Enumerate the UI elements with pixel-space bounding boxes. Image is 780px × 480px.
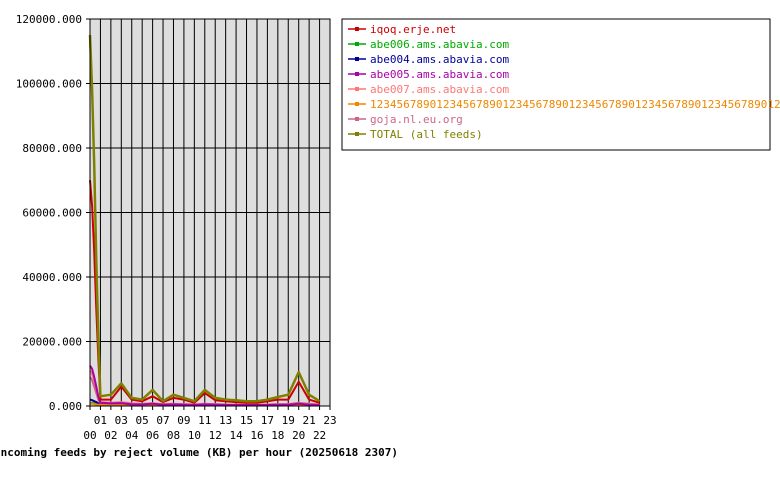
legend-marker bbox=[355, 102, 359, 106]
x-tick-label: 20 bbox=[292, 429, 305, 442]
x-tick-label: 18 bbox=[271, 429, 284, 442]
x-tick-label: 05 bbox=[136, 414, 149, 427]
y-tick-label: 100000.000 bbox=[16, 78, 82, 91]
legend-marker bbox=[355, 117, 359, 121]
x-tick-label: 01 bbox=[94, 414, 107, 427]
x-tick-label: 19 bbox=[282, 414, 295, 427]
legend-label: abe004.ams.abavia.com bbox=[370, 53, 509, 66]
x-tick-label: 13 bbox=[219, 414, 232, 427]
x-tick-label: 10 bbox=[188, 429, 201, 442]
x-tick-label: 23 bbox=[323, 414, 336, 427]
x-tick-label: 17 bbox=[261, 414, 274, 427]
legend-label: TOTAL (all feeds) bbox=[370, 128, 483, 141]
y-tick-label: 80000.000 bbox=[22, 142, 82, 155]
legend-label: abe007.ams.abavia.com bbox=[370, 83, 509, 96]
series-line-4 bbox=[89, 365, 320, 406]
axes: 0.000 20000.000 40000.000 60000.000 80000.00… bbox=[16, 13, 337, 442]
series-layer bbox=[88, 35, 321, 407]
series-line-8 bbox=[88, 35, 321, 403]
x-tick-label: 03 bbox=[115, 414, 128, 427]
legend: iqoq.erje.net abe006.ams.abavia.com abe004… bbox=[341, 18, 780, 151]
x-tick-label: 11 bbox=[198, 414, 211, 427]
x-tick-label: 22 bbox=[313, 429, 326, 442]
legend-label: 1234567890123456789012345678901234567890… bbox=[370, 98, 780, 111]
legend-label: iqoq.erje.net bbox=[370, 23, 456, 36]
x-tick-label: 16 bbox=[250, 429, 263, 442]
legend-marker bbox=[355, 42, 359, 46]
legend-marker bbox=[355, 57, 359, 61]
legend-marker bbox=[355, 132, 359, 136]
y-tick-label: 40000.000 bbox=[22, 271, 82, 284]
legend-marker bbox=[355, 72, 359, 76]
y-tick-label: 120000.000 bbox=[16, 13, 82, 26]
x-tick-label: 07 bbox=[156, 414, 169, 427]
legend-box bbox=[341, 18, 771, 151]
legend-label: abe005.ams.abavia.com bbox=[370, 68, 509, 81]
legend-marker bbox=[355, 27, 359, 31]
chart-title: Incoming feeds by reject volume (KB) per… bbox=[0, 446, 398, 459]
legend-label: abe006.ams.abavia.com bbox=[370, 38, 509, 51]
y-tick-label: 0.000 bbox=[49, 400, 82, 413]
x-tick-label: 15 bbox=[240, 414, 253, 427]
x-tick-label: 00 bbox=[83, 429, 96, 442]
legend-marker bbox=[355, 87, 359, 91]
y-tick-label: 20000.000 bbox=[22, 336, 82, 349]
legend-label: goja.nl.eu.org bbox=[370, 113, 463, 126]
x-tick-label: 14 bbox=[229, 429, 243, 442]
x-tick-label: 02 bbox=[104, 429, 117, 442]
y-tick-label: 60000.000 bbox=[22, 207, 82, 220]
x-tick-label: 12 bbox=[209, 429, 222, 442]
x-tick-label: 21 bbox=[303, 414, 316, 427]
x-tick-label: 09 bbox=[177, 414, 190, 427]
x-tick-label: 06 bbox=[146, 429, 159, 442]
x-tick-label: 04 bbox=[125, 429, 139, 442]
grid bbox=[89, 18, 331, 407]
x-tick-label: 08 bbox=[167, 429, 180, 442]
